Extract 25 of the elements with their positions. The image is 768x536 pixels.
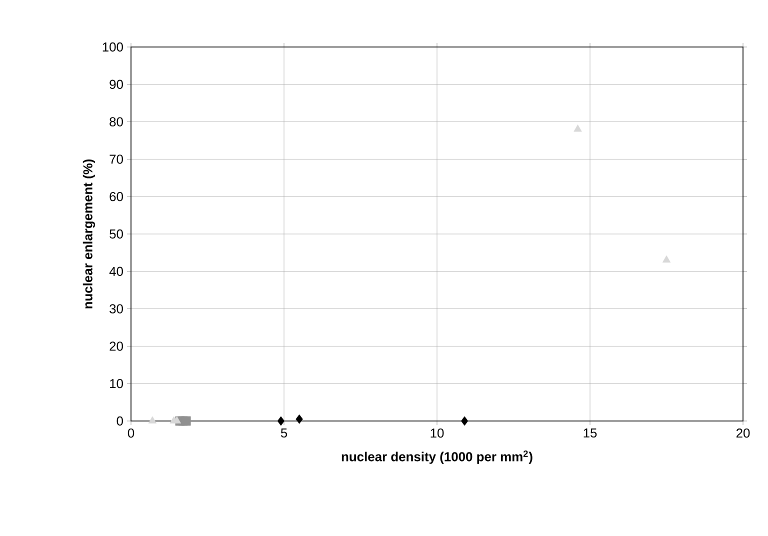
y-tick-label: 100: [102, 42, 123, 52]
point: [574, 124, 582, 132]
y-tick-label: 70: [110, 154, 123, 164]
y-tick-label: 50: [110, 229, 123, 239]
point: [662, 255, 671, 263]
y-axis-title: nuclear enlargement (%): [82, 159, 96, 308]
y-tick-label: 80: [110, 117, 123, 126]
y-tick-label: 20: [110, 342, 123, 351]
x-tick-label: 15: [584, 428, 597, 438]
y-tick-label: 30: [110, 304, 123, 314]
y-tick-label: 10: [110, 379, 123, 388]
point: [296, 414, 303, 424]
point: [277, 416, 285, 426]
x-tick-label: 0: [128, 428, 134, 438]
point: [181, 416, 191, 426]
point: [148, 416, 157, 424]
y-tick-label: 40: [109, 266, 123, 276]
x-axis-title: nuclear density (1000 per mm$^{2}$): [342, 450, 532, 464]
x-tick-label: 5: [280, 428, 288, 438]
y-tick-label: 90: [110, 80, 123, 89]
point: [460, 416, 468, 426]
y-tick-label: 0: [116, 416, 123, 426]
x-tick-label: 10: [430, 428, 444, 438]
x-tick-label: 20: [736, 428, 750, 438]
y-tick-label: 60: [110, 192, 123, 202]
